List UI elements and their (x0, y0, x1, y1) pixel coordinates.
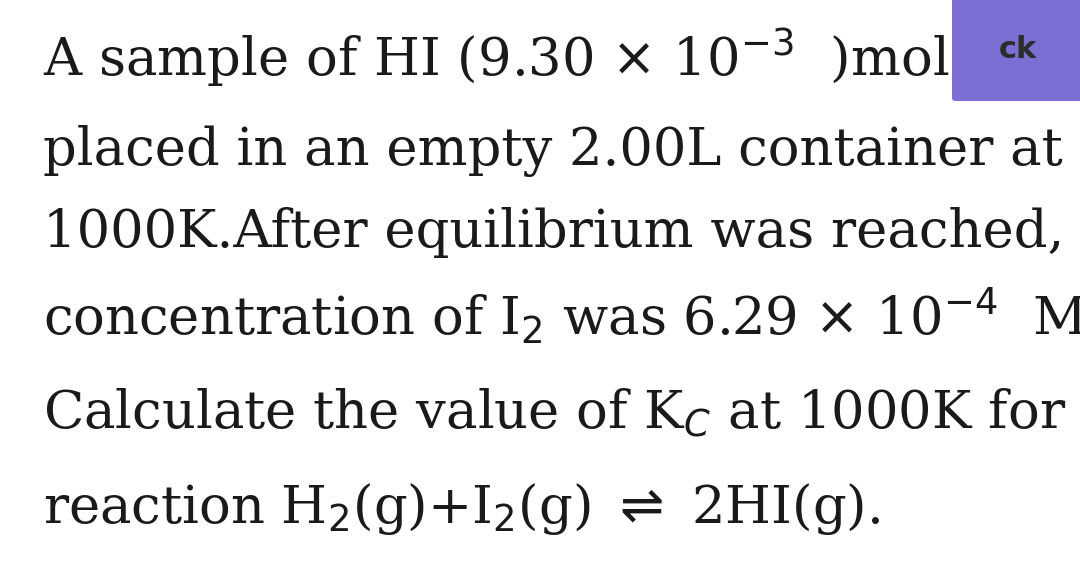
FancyBboxPatch shape (951, 0, 1080, 101)
Text: ck: ck (998, 35, 1037, 64)
Text: reaction H$_2$(g)+I$_2$(g) $\rightleftharpoons$ 2HI(g).: reaction H$_2$(g)+I$_2$(g) $\rightleftha… (43, 482, 880, 537)
Text: Calculate the value of K$_C$ at 1000K for the: Calculate the value of K$_C$ at 1000K fo… (43, 387, 1080, 440)
Text: placed in an empty 2.00L container at: placed in an empty 2.00L container at (43, 125, 1063, 176)
Bar (1063, 0, 1080, 65)
Text: 1000K.After equilibrium was reached, the: 1000K.After equilibrium was reached, the (43, 207, 1080, 258)
Text: concentration of I$_2$ was 6.29 $\times$ 10$^{-4}$  M.: concentration of I$_2$ was 6.29 $\times$… (43, 286, 1080, 346)
Text: A sample of HI (9.30 $\times$ 10$^{-3}$  )mol was: A sample of HI (9.30 $\times$ 10$^{-3}$ … (43, 26, 1069, 89)
